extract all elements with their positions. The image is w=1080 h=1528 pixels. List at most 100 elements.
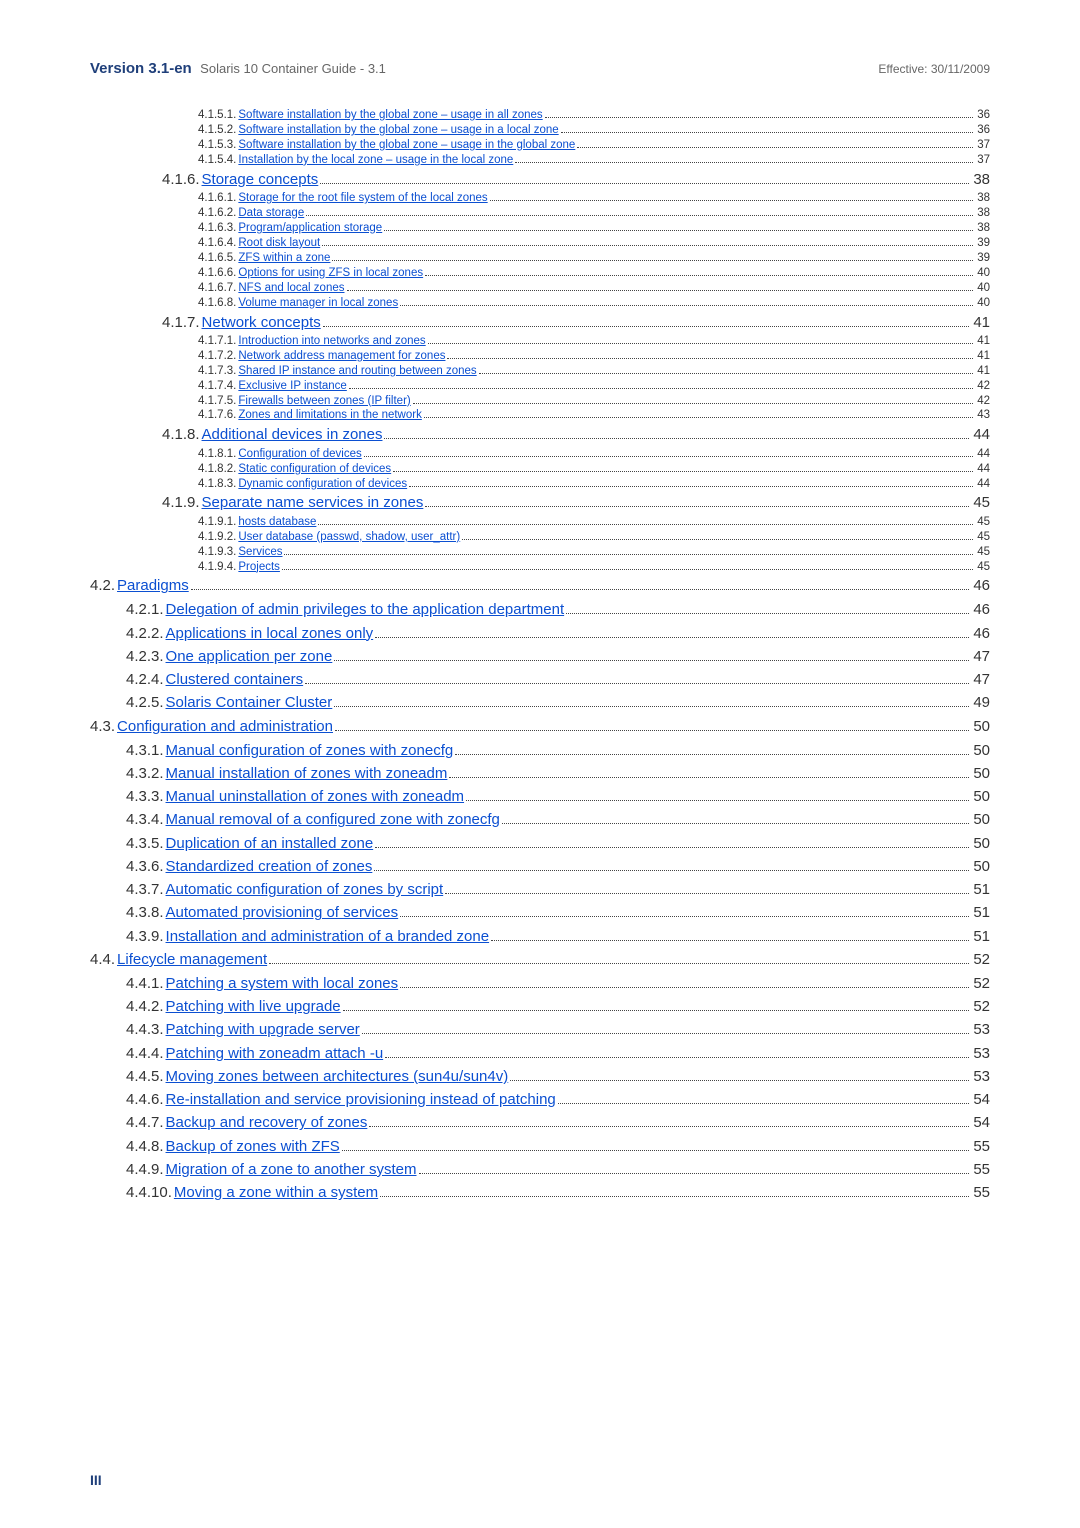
toc-row: 4.1.6.3. Program/application storage38 xyxy=(90,221,990,236)
toc-link[interactable]: Projects xyxy=(238,560,280,575)
toc-number: 4.3. xyxy=(90,715,115,739)
toc-link[interactable]: User database (passwd, shadow, user_attr… xyxy=(238,530,460,545)
toc-row: 4.3.5. Duplication of an installed zone5… xyxy=(90,832,990,855)
toc-link[interactable]: Patching a system with local zones xyxy=(166,972,399,995)
toc-page: 44 xyxy=(977,477,990,492)
toc-link[interactable]: Software installation by the global zone… xyxy=(238,123,558,138)
toc-number: 4.1.6.2. xyxy=(198,206,236,221)
toc-page: 49 xyxy=(973,691,990,714)
toc-link[interactable]: Exclusive IP instance xyxy=(238,379,346,394)
toc-link[interactable]: Network address management for zones xyxy=(238,349,445,364)
toc-page: 44 xyxy=(977,447,990,462)
toc-link[interactable]: Lifecycle management xyxy=(117,948,267,972)
toc-page: 38 xyxy=(973,168,990,191)
toc-row: 4.1.6.7. NFS and local zones40 xyxy=(90,281,990,296)
toc-number: 4.1.8.3. xyxy=(198,477,236,492)
toc-link[interactable]: Static configuration of devices xyxy=(238,462,391,477)
toc-number: 4.1.7.2. xyxy=(198,349,236,364)
toc-link[interactable]: Automatic configuration of zones by scri… xyxy=(166,878,444,901)
toc-number: 4.1.7.4. xyxy=(198,379,236,394)
toc-number: 4.4.6. xyxy=(126,1088,164,1111)
toc-link[interactable]: Data storage xyxy=(238,206,304,221)
toc-page: 38 xyxy=(977,206,990,221)
toc-leader-dots xyxy=(510,1080,969,1081)
toc-page: 44 xyxy=(973,423,990,446)
toc-link[interactable]: Manual installation of zones with zonead… xyxy=(166,762,448,785)
toc-number: 4.4.9. xyxy=(126,1158,164,1181)
toc-link[interactable]: Solaris Container Cluster xyxy=(166,691,333,714)
toc-link[interactable]: Patching with upgrade server xyxy=(166,1018,360,1041)
toc-link[interactable]: ZFS within a zone xyxy=(238,251,330,266)
toc-link[interactable]: Options for using ZFS in local zones xyxy=(238,266,423,281)
toc-row: 4.4.4. Patching with zoneadm attach -u53 xyxy=(90,1042,990,1065)
toc-link[interactable]: Duplication of an installed zone xyxy=(166,832,374,855)
toc-link[interactable]: Migration of a zone to another system xyxy=(166,1158,417,1181)
toc-link[interactable]: Patching with zoneadm attach -u xyxy=(166,1042,384,1065)
toc-page: 54 xyxy=(973,1111,990,1134)
toc-number: 4.2.4. xyxy=(126,668,164,691)
toc-link[interactable]: Services xyxy=(238,545,282,560)
toc-link[interactable]: Manual removal of a configured zone with… xyxy=(166,808,500,831)
toc-link[interactable]: Network concepts xyxy=(202,311,321,334)
toc-link[interactable]: Storage for the root file system of the … xyxy=(238,191,487,206)
toc-page: 36 xyxy=(977,108,990,123)
toc-link[interactable]: Installation by the local zone – usage i… xyxy=(238,153,513,168)
header-left: Version 3.1-en Solaris 10 Container Guid… xyxy=(90,60,386,78)
toc-link[interactable]: Root disk layout xyxy=(238,236,320,251)
toc-row: 4.1.7.6. Zones and limitations in the ne… xyxy=(90,408,990,423)
toc-link[interactable]: Software installation by the global zone… xyxy=(238,108,542,123)
toc-number: 4.1.5.2. xyxy=(198,123,236,138)
toc-link[interactable]: Delegation of admin privileges to the ap… xyxy=(166,598,565,621)
toc-link[interactable]: Software installation by the global zone… xyxy=(238,138,575,153)
toc-row: 4.4.9. Migration of a zone to another sy… xyxy=(90,1158,990,1181)
toc-link[interactable]: Shared IP instance and routing between z… xyxy=(238,364,476,379)
toc-link[interactable]: Paradigms xyxy=(117,574,189,598)
toc-link[interactable]: Additional devices in zones xyxy=(202,423,383,446)
toc-number: 4.1.6.6. xyxy=(198,266,236,281)
toc-link[interactable]: Firewalls between zones (IP filter) xyxy=(238,394,410,409)
toc-link[interactable]: Moving zones between architectures (sun4… xyxy=(166,1065,509,1088)
toc-page: 40 xyxy=(977,281,990,296)
toc-link[interactable]: Separate name services in zones xyxy=(202,491,424,514)
toc-link[interactable]: Automated provisioning of services xyxy=(166,901,399,924)
toc-link[interactable]: Clustered containers xyxy=(166,668,304,691)
toc-link[interactable]: Introduction into networks and zones xyxy=(238,334,425,349)
toc-leader-dots xyxy=(400,987,969,988)
toc-number: 4.4.4. xyxy=(126,1042,164,1065)
toc-link[interactable]: Installation and administration of a bra… xyxy=(166,925,490,948)
toc-link[interactable]: Manual configuration of zones with zonec… xyxy=(166,739,454,762)
toc-row: 4.1.6.8. Volume manager in local zones40 xyxy=(90,296,990,311)
toc-number: 4.1.9.4. xyxy=(198,560,236,575)
toc-link[interactable]: Backup and recovery of zones xyxy=(166,1111,368,1134)
toc-link[interactable]: Zones and limitations in the network xyxy=(238,408,421,423)
toc-link[interactable]: Manual uninstallation of zones with zone… xyxy=(166,785,465,808)
toc-link[interactable]: Moving a zone within a system xyxy=(174,1181,378,1204)
toc-link[interactable]: hosts database xyxy=(238,515,316,530)
toc-page: 39 xyxy=(977,236,990,251)
toc-number: 4.1.5.4. xyxy=(198,153,236,168)
toc-page: 55 xyxy=(973,1135,990,1158)
toc-link[interactable]: Patching with live upgrade xyxy=(166,995,341,1018)
toc-leader-dots xyxy=(349,388,973,389)
toc-leader-dots xyxy=(374,870,969,871)
toc-link[interactable]: Applications in local zones only xyxy=(166,622,374,645)
toc-link[interactable]: Configuration and administration xyxy=(117,715,333,739)
toc-link[interactable]: Dynamic configuration of devices xyxy=(238,477,407,492)
toc-number: 4.2.2. xyxy=(126,622,164,645)
toc-link[interactable]: Configuration of devices xyxy=(238,447,361,462)
toc-link[interactable]: NFS and local zones xyxy=(238,281,344,296)
toc-link[interactable]: Program/application storage xyxy=(238,221,382,236)
toc-link[interactable]: Backup of zones with ZFS xyxy=(166,1135,340,1158)
toc-link[interactable]: Re-installation and service provisioning… xyxy=(166,1088,556,1111)
toc-number: 4.3.9. xyxy=(126,925,164,948)
toc-row: 4.4.1. Patching a system with local zone… xyxy=(90,972,990,995)
toc-row: 4.4.6. Re-installation and service provi… xyxy=(90,1088,990,1111)
toc-leader-dots xyxy=(561,132,974,133)
toc-link[interactable]: One application per zone xyxy=(166,645,333,668)
toc-number: 4.1.9.1. xyxy=(198,515,236,530)
toc-leader-dots xyxy=(380,1196,969,1197)
toc-number: 4.2.1. xyxy=(126,598,164,621)
toc-link[interactable]: Storage concepts xyxy=(202,168,319,191)
toc-link[interactable]: Standardized creation of zones xyxy=(166,855,373,878)
toc-link[interactable]: Volume manager in local zones xyxy=(238,296,398,311)
